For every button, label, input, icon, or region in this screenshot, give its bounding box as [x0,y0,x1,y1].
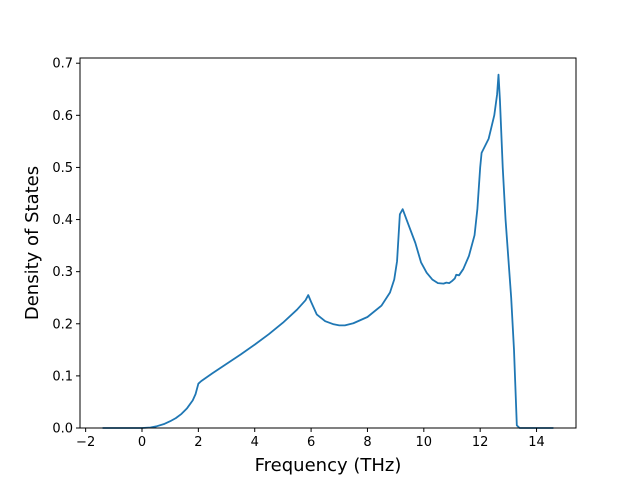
y-tick-label: 0.3 [52,265,73,280]
y-tick-label: 0.2 [52,317,73,332]
series-line-0 [102,73,554,429]
x-tick-label: 2 [194,435,202,450]
y-tick-label: 0.4 [52,213,73,228]
y-tick-label: 0.5 [52,161,73,176]
x-tick-label: 4 [251,435,259,450]
x-tick-label: 8 [363,435,371,450]
x-axis-title: Frequency (THz) [255,455,402,476]
x-tick-label: 6 [307,435,315,450]
y-axis-title: Density of States [22,166,43,320]
x-tick-label: 10 [416,435,433,450]
y-tick-label: 0.1 [52,369,73,384]
y-tick-label: 0.0 [52,422,73,437]
x-tick-label: 14 [528,435,545,450]
x-axis-ticks: −2 0 2 4 6 8 10 12 14 [76,428,545,450]
y-tick-label: 0.6 [52,109,73,124]
plot-frame [79,57,577,429]
x-tick-label: 12 [472,435,489,450]
x-tick-label: −2 [76,435,95,450]
y-axis-ticks: 0.0 0.1 0.2 0.3 0.4 0.5 0.6 0.7 [52,57,80,437]
x-tick-label: 0 [138,435,146,450]
plot-content [102,73,554,429]
y-tick-label: 0.7 [52,57,73,72]
